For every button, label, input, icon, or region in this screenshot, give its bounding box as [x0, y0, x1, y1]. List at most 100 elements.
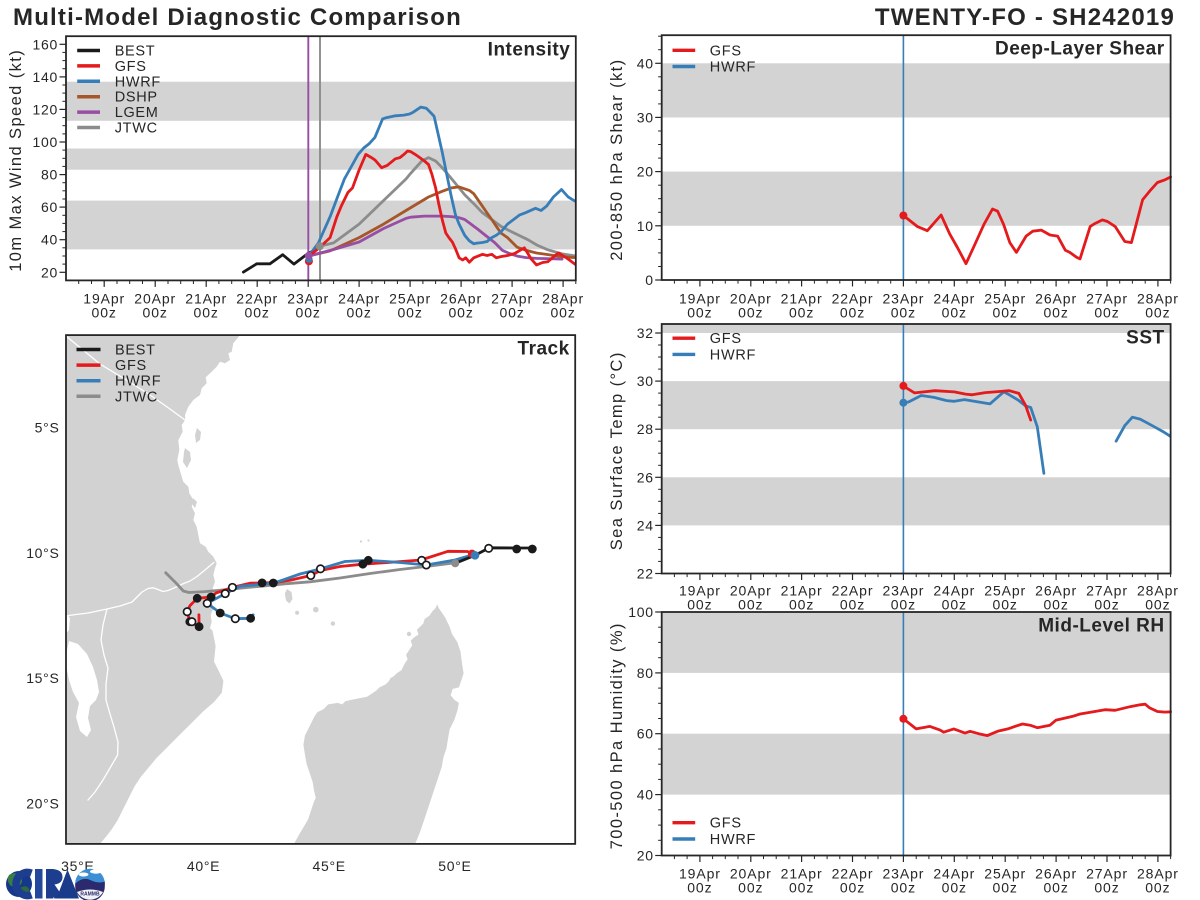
svg-text:TWENTY-FO - SH242019: TWENTY-FO - SH242019	[875, 4, 1175, 31]
svg-text:00z: 00z	[1094, 597, 1119, 613]
svg-text:HWRF: HWRF	[710, 60, 756, 76]
svg-text:19Apr: 19Apr	[679, 291, 721, 307]
svg-text:00z: 00z	[296, 305, 321, 321]
svg-text:25Apr: 25Apr	[984, 583, 1026, 599]
svg-text:00z: 00z	[891, 305, 916, 321]
svg-text:DSHP: DSHP	[115, 90, 158, 106]
svg-text:JTWC: JTWC	[115, 121, 158, 137]
svg-text:40°E: 40°E	[187, 858, 220, 874]
svg-text:28Apr: 28Apr	[1137, 291, 1179, 307]
svg-text:00z: 00z	[789, 305, 814, 321]
svg-text:00z: 00z	[1043, 305, 1068, 321]
svg-text:700-500 hPa Humidity (%): 700-500 hPa Humidity (%)	[608, 622, 626, 849]
svg-text:27Apr: 27Apr	[491, 291, 533, 307]
svg-text:00z: 00z	[789, 597, 814, 613]
svg-text:00z: 00z	[738, 880, 763, 896]
svg-text:00z: 00z	[1043, 597, 1068, 613]
svg-text:100: 100	[33, 134, 58, 150]
svg-text:GFS: GFS	[115, 59, 147, 75]
svg-text:00z: 00z	[942, 880, 967, 896]
svg-text:10m Max Wind Speed (kt): 10m Max Wind Speed (kt)	[7, 49, 25, 272]
svg-text:160: 160	[33, 36, 58, 52]
svg-text:25Apr: 25Apr	[984, 866, 1026, 882]
svg-text:24: 24	[637, 517, 654, 533]
svg-text:28Apr: 28Apr	[542, 291, 584, 307]
svg-text:00z: 00z	[840, 880, 865, 896]
svg-text:21Apr: 21Apr	[781, 291, 823, 307]
svg-text:00z: 00z	[1145, 305, 1170, 321]
svg-text:00z: 00z	[993, 880, 1018, 896]
svg-text:JTWC: JTWC	[115, 389, 158, 405]
svg-text:10: 10	[637, 218, 654, 234]
svg-text:00z: 00z	[687, 597, 712, 613]
svg-text:GFS: GFS	[710, 43, 742, 59]
svg-text:00z: 00z	[1094, 880, 1119, 896]
svg-text:Sea Surface Temp (°C): Sea Surface Temp (°C)	[608, 351, 626, 550]
svg-text:20: 20	[637, 848, 654, 864]
svg-text:SST: SST	[1126, 328, 1164, 349]
svg-text:00z: 00z	[687, 305, 712, 321]
svg-text:27Apr: 27Apr	[1086, 583, 1128, 599]
svg-text:10°S: 10°S	[26, 545, 59, 561]
svg-text:00z: 00z	[245, 305, 270, 321]
svg-text:21Apr: 21Apr	[185, 291, 227, 307]
svg-text:00z: 00z	[738, 597, 763, 613]
svg-text:00z: 00z	[143, 305, 168, 321]
svg-text:50°E: 50°E	[438, 858, 471, 874]
svg-text:00z: 00z	[448, 305, 473, 321]
svg-text:22Apr: 22Apr	[832, 291, 874, 307]
svg-text:200-850 hPa Shear (kt): 200-850 hPa Shear (kt)	[608, 58, 626, 260]
svg-text:20°S: 20°S	[26, 796, 59, 812]
svg-text:15°S: 15°S	[26, 670, 59, 686]
svg-text:19Apr: 19Apr	[679, 583, 721, 599]
svg-text:00z: 00z	[993, 597, 1018, 613]
svg-text:00z: 00z	[840, 597, 865, 613]
svg-text:HWRF: HWRF	[710, 832, 756, 848]
svg-text:00z: 00z	[1094, 305, 1119, 321]
svg-text:20Apr: 20Apr	[134, 291, 176, 307]
svg-text:20: 20	[41, 264, 58, 280]
svg-text:24Apr: 24Apr	[338, 291, 380, 307]
svg-text:22Apr: 22Apr	[832, 583, 874, 599]
svg-text:GFS: GFS	[710, 816, 742, 832]
svg-text:19Apr: 19Apr	[83, 291, 125, 307]
svg-text:HWRF: HWRF	[115, 74, 161, 90]
svg-text:140: 140	[33, 69, 58, 85]
svg-text:80: 80	[41, 167, 58, 183]
svg-text:30: 30	[637, 109, 654, 125]
svg-text:28: 28	[637, 421, 654, 437]
svg-text:Track: Track	[518, 339, 570, 360]
svg-text:00z: 00z	[738, 305, 763, 321]
svg-text:120: 120	[33, 101, 58, 117]
svg-text:45°E: 45°E	[313, 858, 346, 874]
svg-text:23Apr: 23Apr	[287, 291, 329, 307]
svg-text:00z: 00z	[993, 305, 1018, 321]
svg-text:20Apr: 20Apr	[730, 583, 772, 599]
svg-text:20Apr: 20Apr	[730, 866, 772, 882]
svg-text:Intensity: Intensity	[488, 40, 571, 61]
svg-text:Deep-Layer Shear: Deep-Layer Shear	[995, 39, 1165, 60]
svg-text:RAMMB: RAMMB	[80, 892, 100, 898]
svg-text:40: 40	[41, 232, 58, 248]
svg-text:00z: 00z	[1043, 880, 1068, 896]
svg-text:00z: 00z	[891, 880, 916, 896]
svg-text:30: 30	[637, 373, 654, 389]
svg-text:GFS: GFS	[710, 331, 742, 347]
svg-text:27Apr: 27Apr	[1086, 866, 1128, 882]
svg-text:24Apr: 24Apr	[933, 291, 975, 307]
svg-text:24Apr: 24Apr	[933, 583, 975, 599]
svg-text:21Apr: 21Apr	[781, 583, 823, 599]
svg-text:22Apr: 22Apr	[236, 291, 278, 307]
svg-text:26Apr: 26Apr	[1035, 291, 1077, 307]
svg-text:5°S: 5°S	[35, 419, 60, 435]
svg-text:26Apr: 26Apr	[1035, 866, 1077, 882]
svg-text:80: 80	[637, 665, 654, 681]
svg-text:60: 60	[637, 726, 654, 742]
svg-text:32: 32	[637, 325, 654, 341]
svg-text:00z: 00z	[346, 305, 371, 321]
svg-text:23Apr: 23Apr	[882, 583, 924, 599]
svg-text:00z: 00z	[891, 597, 916, 613]
svg-text:00z: 00z	[397, 305, 422, 321]
svg-text:26Apr: 26Apr	[1035, 583, 1077, 599]
svg-text:BEST: BEST	[115, 44, 156, 60]
